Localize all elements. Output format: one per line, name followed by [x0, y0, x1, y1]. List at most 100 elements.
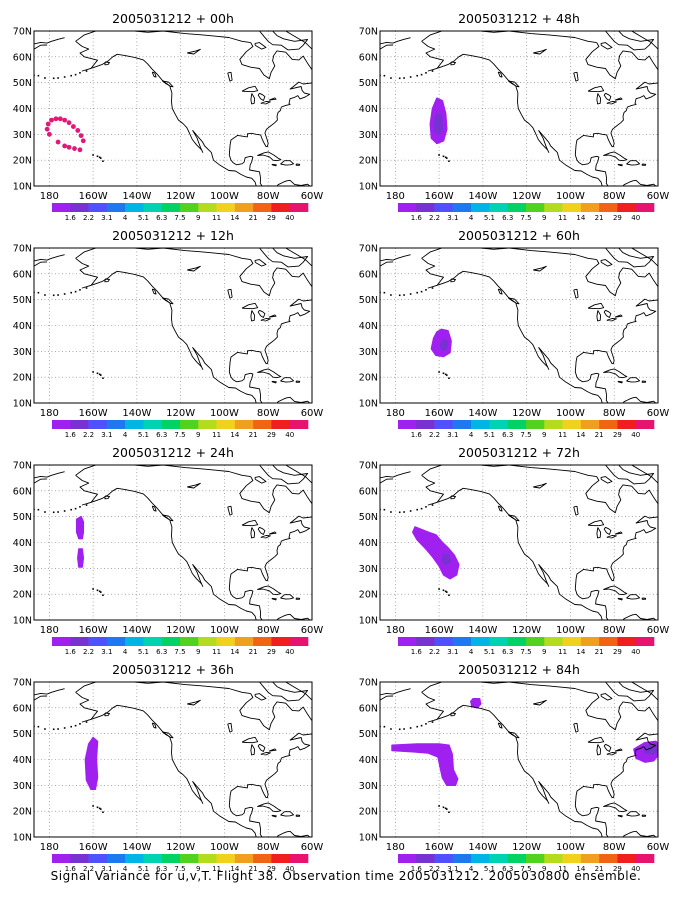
colorbar-swatch	[289, 854, 309, 863]
colorbar-swatch	[544, 203, 563, 212]
coastline	[34, 37, 65, 45]
coastline	[380, 688, 411, 696]
y-tick-label: 50N	[359, 295, 378, 306]
island	[416, 291, 419, 294]
colorbar-swatch	[180, 637, 199, 646]
map-area	[380, 682, 658, 837]
island	[85, 504, 88, 506]
coastline	[271, 597, 277, 601]
colorbar-label: 3.1	[447, 214, 458, 222]
coastline	[587, 519, 605, 527]
colorbar-label: 6.3	[156, 214, 167, 222]
colorbar-label: 14	[230, 214, 239, 222]
colorbar-swatch	[526, 854, 545, 863]
coastline	[254, 42, 267, 50]
colorbar-swatch	[271, 203, 291, 212]
island	[98, 807, 101, 810]
colorbar-swatch	[398, 637, 417, 646]
colorbar-swatch	[471, 854, 490, 863]
coastline	[241, 85, 259, 93]
coastline	[622, 179, 657, 186]
colorbar-label: 7.5	[174, 431, 185, 439]
colorbar-swatch	[398, 203, 417, 212]
x-tick-label: 100W	[210, 842, 239, 853]
coastline	[259, 31, 309, 51]
coastline	[228, 259, 312, 403]
coastline	[533, 482, 547, 489]
colorbar-label: 4	[469, 865, 474, 873]
colorbar-label: 6.3	[502, 431, 513, 439]
coastline	[533, 48, 547, 55]
colorbar-swatch	[617, 637, 637, 646]
colorbar-swatch	[562, 854, 582, 863]
y-tick-label: 20N	[359, 373, 378, 384]
colorbar-swatch	[52, 420, 71, 429]
colorbar-swatch	[125, 854, 144, 863]
variance-dot	[78, 133, 84, 139]
y-tick-label: 50N	[13, 295, 32, 306]
colorbar-swatch	[70, 203, 89, 212]
coastline	[151, 505, 157, 512]
variance-dot	[49, 117, 54, 123]
x-tick-label: 160W	[79, 625, 108, 636]
colorbar-swatch	[52, 637, 71, 646]
island	[416, 74, 419, 77]
y-tick-label: 60N	[13, 703, 32, 714]
variance-region	[441, 553, 451, 566]
coastline	[450, 61, 456, 66]
coastline	[606, 535, 617, 539]
coastline	[187, 699, 201, 706]
coastline	[228, 42, 312, 186]
y-tick-label: 40N	[13, 321, 32, 332]
colorbar-label: 40	[285, 648, 294, 656]
colorbar-label: 1.6	[65, 865, 77, 873]
island	[63, 293, 66, 295]
colorbar-label: 21	[595, 431, 604, 439]
colorbar-label: 11	[558, 865, 567, 873]
x-tick-label: 180	[386, 191, 405, 202]
colorbar-swatch	[271, 637, 291, 646]
coastline	[104, 278, 110, 283]
colorbar-swatch	[617, 203, 637, 212]
variance-dot	[72, 146, 77, 151]
colorbar-label: 7.5	[520, 648, 531, 656]
colorbar-swatch	[599, 637, 618, 646]
island	[92, 805, 94, 807]
y-tick-label: 20N	[13, 807, 32, 818]
island	[409, 76, 412, 78]
coastline	[276, 830, 311, 837]
x-tick-label: 160W	[425, 191, 454, 202]
coastline	[75, 465, 251, 478]
colorbar-swatch	[635, 637, 655, 646]
coastline	[497, 722, 503, 729]
coastline	[450, 278, 456, 283]
x-tick-label: 100W	[210, 408, 239, 419]
colorbar-swatch	[489, 420, 509, 429]
island	[403, 511, 405, 513]
island	[57, 77, 59, 79]
colorbar-label: 21	[595, 648, 604, 656]
colorbar-label: 14	[230, 865, 239, 873]
colorbar-label: 7.5	[174, 865, 185, 873]
colorbar-swatch	[125, 420, 144, 429]
coastline	[187, 265, 201, 272]
island	[102, 377, 104, 379]
island	[85, 287, 88, 289]
colorbar-swatch	[216, 420, 236, 429]
colorbar-label: 2.2	[83, 214, 94, 222]
y-tick-label: 10N	[359, 616, 378, 627]
coastline	[162, 514, 174, 522]
coastline	[497, 71, 503, 78]
coastline	[257, 526, 266, 535]
coastline	[75, 682, 251, 695]
coastline	[622, 830, 657, 837]
map-area	[34, 248, 312, 403]
map-area	[380, 31, 658, 186]
x-tick-label: 80W	[603, 625, 626, 636]
x-tick-label: 80W	[257, 842, 280, 853]
colorbar-swatch	[471, 420, 490, 429]
y-tick-label: 60N	[13, 269, 32, 280]
colorbar-swatch	[452, 854, 472, 863]
colorbar-label: 3.1	[101, 648, 112, 656]
coastline	[587, 302, 605, 310]
